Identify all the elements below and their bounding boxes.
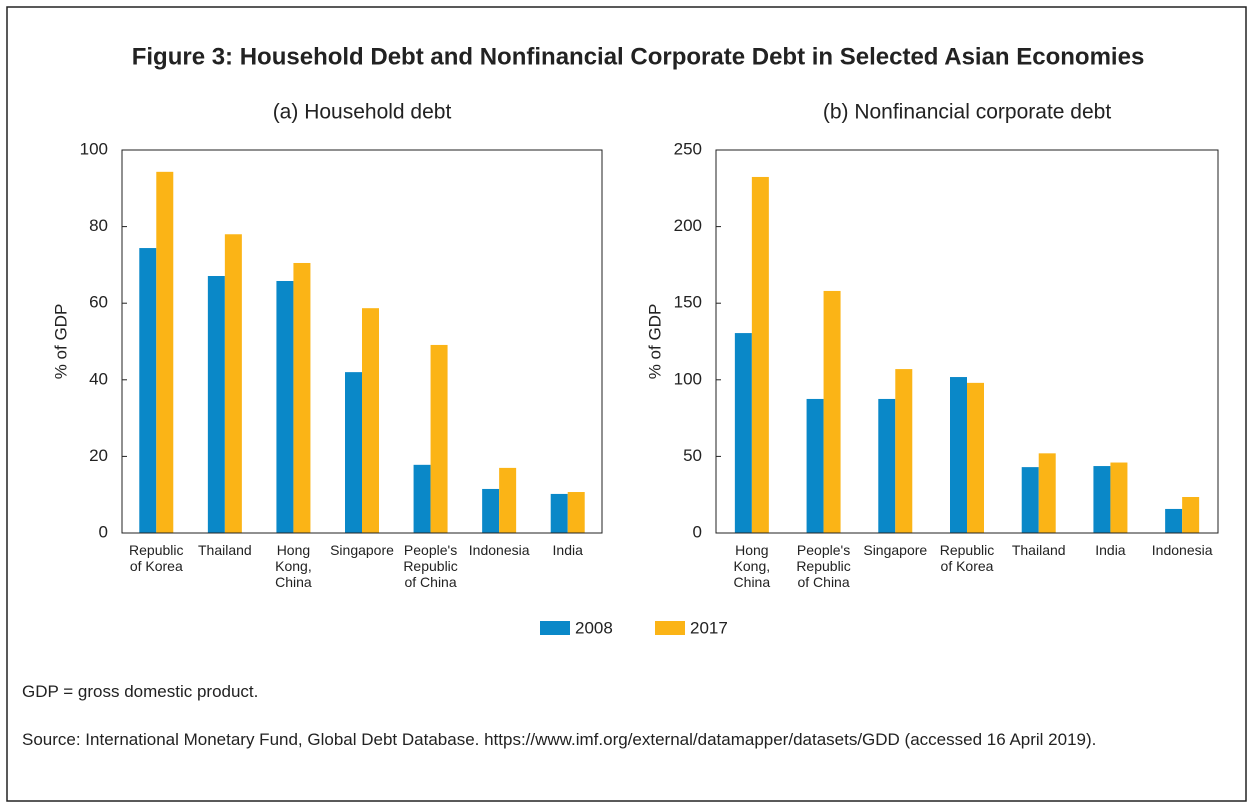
- x-tick-label: Thailand: [197, 542, 252, 558]
- y-tick-label: 50: [683, 446, 702, 465]
- figure-title: Figure 3: Household Debt and Nonfinancia…: [132, 43, 1145, 70]
- frame: [6, 6, 1247, 802]
- bar: [895, 369, 913, 533]
- source-note: Source: International Monetary Fund, Glo…: [22, 730, 1097, 749]
- y-tick-label: 60: [89, 293, 108, 312]
- x-tick-label: Hong Kong, China: [733, 542, 771, 590]
- bar: [567, 492, 585, 533]
- bar: [823, 290, 841, 533]
- bar: [1021, 467, 1039, 533]
- x-tick-label: Thailand: [1011, 542, 1066, 558]
- bar: [1165, 508, 1183, 533]
- bar: [207, 276, 225, 533]
- bar: [734, 333, 752, 533]
- y-tick-label: 100: [674, 369, 702, 388]
- bar: [139, 248, 157, 533]
- legend-swatch: [655, 621, 685, 635]
- bar: [276, 280, 294, 533]
- bar: [1038, 453, 1056, 533]
- legend-swatch: [540, 621, 570, 635]
- plot-frame: [121, 149, 603, 534]
- bar: [1110, 462, 1128, 533]
- bar: [430, 344, 448, 533]
- x-tick-label: Singapore: [330, 542, 394, 558]
- x-tick-label: Hong Kong, China: [275, 542, 312, 590]
- y-tick-label: 150: [674, 293, 702, 312]
- y-tick-label: 200: [674, 216, 702, 235]
- bar: [967, 382, 984, 533]
- x-tick-label: People's Republic of China: [796, 542, 851, 590]
- y-tick-label: 0: [693, 522, 702, 541]
- bar: [224, 234, 242, 533]
- bar: [751, 176, 769, 533]
- x-tick-label: Republic of Korea: [129, 542, 184, 574]
- bar: [1093, 466, 1111, 533]
- bar: [362, 308, 379, 533]
- y-tick-label: 80: [89, 216, 108, 235]
- y-tick-label: 250: [674, 139, 702, 158]
- y-axis-title: % of GDP: [51, 304, 70, 380]
- y-tick-label: 100: [80, 139, 108, 158]
- y-tick-label: 0: [99, 522, 108, 541]
- y-tick-label: 20: [89, 446, 108, 465]
- x-tick-label: Republic of Korea: [939, 542, 995, 574]
- bar: [345, 372, 362, 533]
- x-tick-label: Indonesia: [1151, 542, 1213, 558]
- y-tick-label: 40: [89, 369, 108, 388]
- bar: [950, 377, 967, 533]
- x-tick-label: India: [1095, 542, 1126, 558]
- bar: [482, 488, 500, 533]
- bar: [293, 262, 311, 533]
- subplot-title: (a) Household debt: [273, 101, 452, 124]
- bar: [878, 398, 896, 533]
- note: GDP = gross domestic product.: [22, 682, 259, 701]
- x-tick-label: Singapore: [863, 542, 928, 558]
- x-tick-label: People's Republic of China: [403, 542, 458, 590]
- plot-frame: [715, 149, 1219, 534]
- y-axis-title: % of GDP: [645, 304, 664, 380]
- bar: [1182, 496, 1200, 533]
- x-tick-label: India: [552, 542, 583, 558]
- bar: [550, 493, 568, 533]
- x-tick-label: Indonesia: [468, 542, 530, 558]
- bar: [156, 171, 174, 533]
- bar: [499, 467, 517, 533]
- bar: [413, 464, 431, 533]
- bar: [806, 398, 824, 533]
- legend-label: 2008: [575, 618, 613, 637]
- subplot-title: (b) Nonfinancial corporate debt: [823, 101, 1111, 124]
- legend-label: 2017: [690, 618, 728, 637]
